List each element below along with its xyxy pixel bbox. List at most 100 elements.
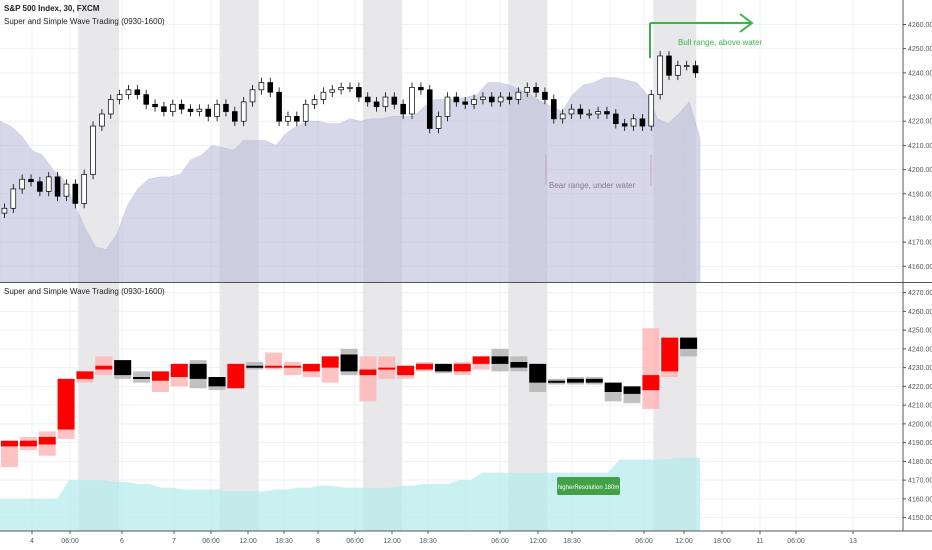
candle-body <box>152 103 158 108</box>
candle-body <box>196 108 203 112</box>
candle-body <box>444 96 451 117</box>
candle-body <box>45 176 52 192</box>
y-tick-label: 4160.00 <box>908 496 932 503</box>
y-axis-bottom-ticks: 4270.00 4260.00 4250.00 4240.00 4230.00 4220.… <box>903 290 932 522</box>
wave-range <box>283 362 301 376</box>
x-tick-label: 18:30 <box>275 538 293 545</box>
x-tick-label: 18:00 <box>713 538 731 545</box>
candle-body <box>630 118 637 127</box>
wave-body <box>114 360 132 376</box>
wave-body <box>19 440 37 447</box>
candle-body <box>294 116 300 122</box>
wave-body <box>1 440 18 447</box>
y-tick-label: 4200.00 <box>908 421 932 428</box>
wave-body <box>57 378 75 430</box>
wave-body <box>189 363 207 379</box>
candle-body <box>586 113 593 116</box>
candle-body <box>214 103 220 117</box>
candle-body <box>99 113 105 127</box>
x-tick-label: 11 <box>756 538 763 545</box>
wave-body <box>227 363 245 389</box>
candle-body <box>364 96 371 103</box>
candle-body <box>559 113 566 120</box>
wave-body <box>416 363 434 370</box>
x-tick-label: 06:00 <box>346 538 364 545</box>
bottom-volume-area <box>0 457 700 531</box>
wave-range <box>359 356 377 402</box>
candle-body <box>675 65 681 76</box>
wave-body <box>246 365 264 368</box>
candle-body <box>613 113 619 125</box>
candle-body <box>267 82 274 93</box>
x-tick-label: 12:00 <box>529 538 547 545</box>
wave-body <box>95 365 113 370</box>
x-tick-label: 13 <box>849 538 857 545</box>
x-axis-ticks: 4 06:00 6 7 06:00 12:00 18:30 8 06:00 12:00 18:30 0… <box>30 531 857 545</box>
bull-range-label: Bull range, above water <box>678 38 762 47</box>
x-tick-label: 12:00 <box>675 538 693 545</box>
candle-body <box>187 108 194 112</box>
wave-body <box>623 386 641 394</box>
candle-body <box>506 96 513 100</box>
candle-body <box>161 106 167 112</box>
top-volume-area <box>0 77 701 283</box>
candle-body <box>125 89 132 95</box>
candle-body <box>276 91 282 122</box>
candle-body <box>568 108 575 115</box>
candle-body <box>37 181 43 192</box>
x-tick-label: 8 <box>316 538 320 545</box>
wave-body <box>604 382 622 392</box>
y-tick-label: 4240.00 <box>908 70 932 77</box>
wave-body <box>529 363 547 383</box>
wave-body <box>680 337 698 349</box>
candle-body <box>347 87 353 89</box>
y-tick-label: 4170.00 <box>908 478 932 485</box>
candle-body <box>426 89 433 129</box>
y-tick-label: 4160.00 <box>908 264 932 271</box>
candle-body <box>551 99 557 120</box>
candle-body <box>542 91 548 100</box>
candle-body <box>72 183 79 204</box>
candle-body <box>391 96 398 105</box>
wave-body <box>378 367 396 370</box>
y-tick-label: 4210.00 <box>908 143 932 150</box>
candle-body <box>382 96 389 108</box>
y-tick-label: 4190.00 <box>908 191 932 198</box>
x-tick-label: 06:00 <box>202 538 220 545</box>
y-axis-top-ticks: 4260.00 4250.00 4240.00 4230.00 4220.00 4210.… <box>903 22 932 271</box>
candle-body <box>169 103 176 112</box>
wave-body <box>359 369 377 376</box>
candle-body <box>666 55 672 76</box>
x-tick-label: 7 <box>172 538 176 545</box>
x-tick-label: 6 <box>120 538 124 545</box>
wave-body <box>472 356 490 364</box>
wave-range <box>642 328 660 409</box>
candle-body <box>595 111 601 115</box>
indicator-top-label: Super and Simple Wave Trading (0930-1600… <box>4 17 165 26</box>
wave-body <box>302 363 320 372</box>
y-tick-label: 4200.00 <box>908 167 932 174</box>
bear-range-label: Bear range, under water <box>549 181 636 190</box>
wave-body <box>453 363 471 372</box>
candle-body <box>320 91 327 100</box>
wave-boxes <box>1 328 698 467</box>
resolution-badge <box>557 477 620 495</box>
candle-body <box>19 178 25 190</box>
wave-body <box>585 378 603 383</box>
wave-body <box>661 337 679 372</box>
candle-body <box>524 87 531 93</box>
x-tick-label: 18:30 <box>563 538 581 545</box>
y-tick-label: 4170.00 <box>908 240 932 247</box>
y-tick-label: 4270.00 <box>908 290 932 297</box>
candle-body <box>178 103 185 110</box>
candle-body <box>338 87 344 91</box>
y-tick-label: 4240.00 <box>908 346 932 353</box>
y-tick-label: 4250.00 <box>908 46 932 53</box>
wave-body <box>566 378 584 383</box>
y-tick-label: 4230.00 <box>908 95 932 102</box>
candle-body <box>621 123 628 127</box>
candle-body <box>10 188 17 209</box>
wave-body <box>76 371 94 379</box>
y-tick-label: 4210.00 <box>908 403 932 410</box>
